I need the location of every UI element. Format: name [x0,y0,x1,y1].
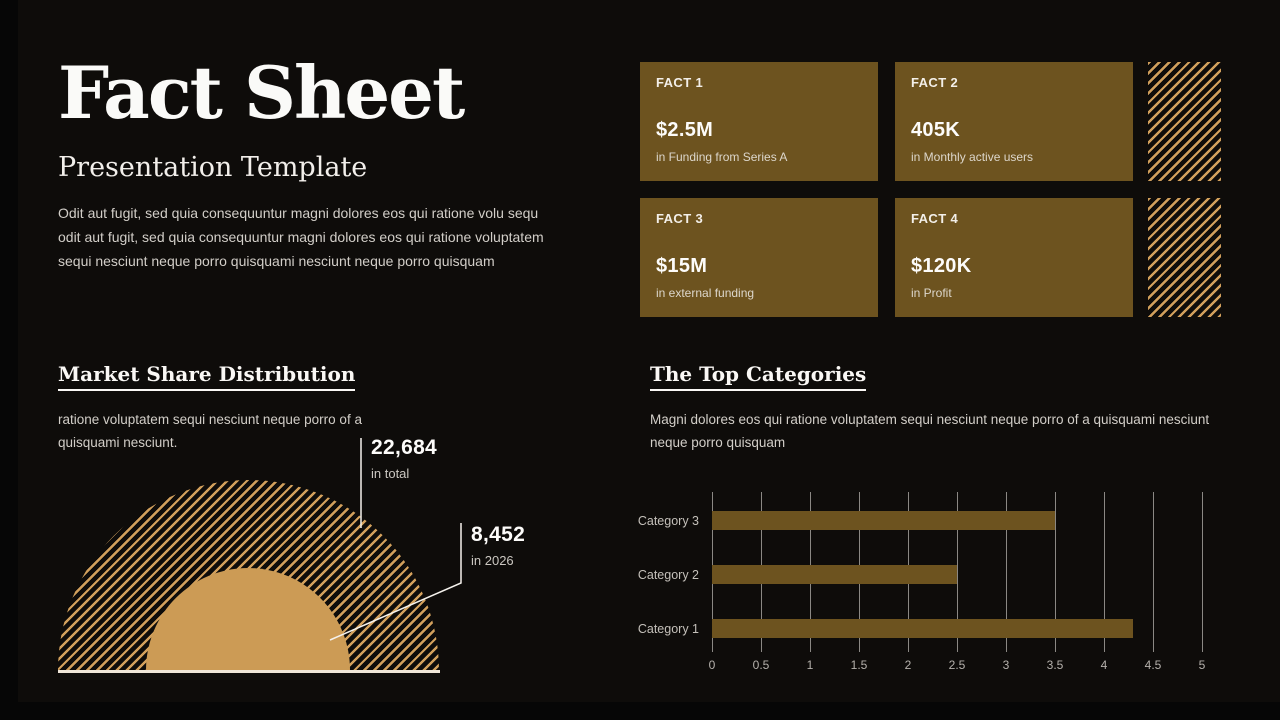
gridline [1055,492,1056,652]
market-share-description: ratione voluptatem sequi nesciunt neque … [58,412,362,450]
market-share-heading: Market Share Distribution [58,362,356,391]
fact-card-4: FACT 4 $120K in Profit [895,198,1133,317]
fact-value: $120K [911,255,972,277]
x-tick-label: 4.5 [1144,658,1162,672]
gridline [1006,492,1007,652]
fact-description: in Monthly active users [911,150,1034,164]
fact-description: in Profit [911,286,952,300]
top-categories-bar-chart: Category 3 Category 2 Category 1 [638,492,1203,652]
fact-card-1: FACT 1 $2.5M in Funding from Series A [640,62,878,181]
category-label: Category 3 [637,513,699,528]
intro-paragraph: Odit aut fugit, sed quia consequuntur ma… [58,205,544,269]
x-axis: 0 0.5 1 1.5 2 2.5 3 3.5 4 4.5 5 [708,658,1206,674]
bar-row: Category 2 [638,565,1202,584]
bar-row: Category 1 [638,619,1202,638]
x-tick-label: 4 [1100,658,1108,672]
top-categories-description: Magni dolores eos qui ratione voluptatem… [650,412,1210,450]
x-tick-label: 0 [708,658,716,672]
fact-value: $15M [656,255,708,277]
decor-hatch-block-top [1148,62,1221,181]
category-label: Category 1 [637,621,699,636]
gridline [957,492,958,652]
fact-label: FACT 1 [656,75,704,90]
x-tick-label: 1 [806,658,814,672]
chart-baseline [58,670,440,673]
x-tick-label: 3.5 [1046,658,1064,672]
bar-row: Category 3 [638,511,1202,530]
x-tick-label: 3 [1002,658,1010,672]
x-tick-label: 1.5 [850,658,868,672]
bar-category-3 [712,511,1055,530]
x-tick-label: 2 [904,658,912,672]
fact-label: FACT 4 [911,211,959,226]
x-tick-label: 5 [1198,658,1206,672]
callout-total-value: 22,684 [371,436,438,459]
bar-category-2 [712,565,957,584]
fact-description: in external funding [656,286,755,300]
fact-description: in Funding from Series A [656,150,788,164]
fact-card-2: FACT 2 405K in Monthly active users [895,62,1133,181]
fact-card-3: FACT 3 $15M in external funding [640,198,878,317]
fact-value: $2.5M [656,119,714,141]
gridline [1153,492,1154,652]
slide: Fact Sheet Presentation Template Odit au… [18,0,1280,702]
callout-2026-value: 8,452 [471,523,526,546]
fact-label: FACT 3 [656,211,704,226]
top-categories-heading: The Top Categories [650,362,867,391]
fact-value: 405K [911,119,961,141]
x-tick-label: 2.5 [948,658,966,672]
page-subtitle: Presentation Template [58,152,368,183]
bar-category-1 [712,619,1134,638]
decor-hatch-block-bottom [1148,198,1221,317]
x-tick-label: 0.5 [752,658,770,672]
page-title: Fact Sheet [58,50,465,135]
callout-2026-label: in 2026 [471,553,514,568]
callout-total-label: in total [371,466,410,481]
gridline [1202,492,1203,652]
category-label: Category 2 [637,567,699,582]
fact-label: FACT 2 [911,75,959,90]
gridline [1104,492,1105,652]
